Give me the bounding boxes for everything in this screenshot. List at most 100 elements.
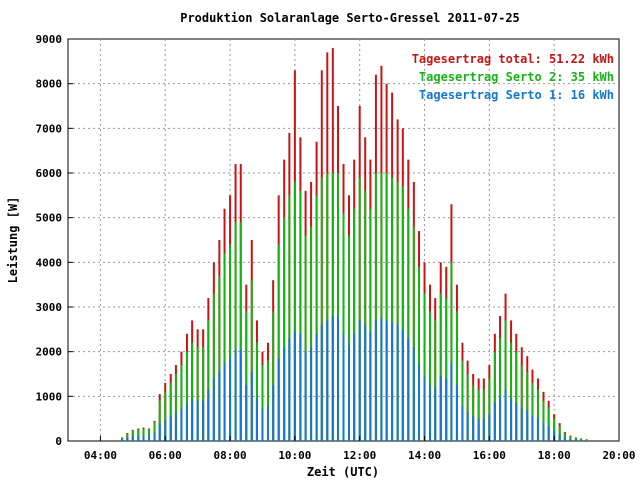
bar (207, 320, 210, 441)
bar (126, 437, 129, 441)
bar (574, 437, 577, 441)
bar (445, 378, 448, 441)
bar (531, 382, 534, 441)
bar (148, 436, 151, 441)
bar (212, 378, 215, 441)
bar (542, 400, 545, 441)
x-tick-label: 16:00 (473, 449, 506, 462)
legend: Tagesertrag total: 51.22 kWh Tagesertrag … (412, 52, 614, 102)
bar (310, 226, 313, 441)
bar (169, 416, 172, 441)
bar (153, 432, 156, 441)
bar (131, 436, 134, 441)
bar (504, 320, 507, 441)
bar (223, 253, 226, 441)
x-tick-label: 14:00 (408, 449, 441, 462)
bar (283, 217, 286, 441)
bar (202, 347, 205, 441)
bar (547, 426, 550, 441)
x-tick-label: 18:00 (538, 449, 571, 462)
bar (401, 186, 404, 441)
bar (520, 407, 523, 441)
bar (434, 387, 437, 441)
bar (320, 324, 323, 441)
bar (536, 389, 539, 441)
bar (320, 177, 323, 441)
bar (137, 436, 140, 441)
bar (196, 400, 199, 441)
x-tick-label: 20:00 (602, 449, 635, 462)
bar (180, 365, 183, 441)
bar (380, 318, 383, 441)
bar (142, 428, 145, 441)
bar (412, 347, 415, 441)
bar (418, 266, 421, 441)
bar (439, 376, 442, 441)
bar (380, 173, 383, 441)
bar (493, 403, 496, 441)
bar (585, 440, 588, 441)
bar (299, 190, 302, 441)
bar (520, 365, 523, 441)
bar (364, 324, 367, 441)
y-tick-label: 8000 (36, 78, 63, 91)
bar (504, 389, 507, 441)
bar (401, 329, 404, 441)
bar (445, 298, 448, 441)
x-axis: 04:00 06:00 08:00 10:00 12:00 14:00 16:00 18:00… (84, 436, 636, 462)
bar (391, 322, 394, 441)
bar (396, 324, 399, 441)
bar (245, 385, 248, 441)
y-tick-label: 4000 (36, 256, 63, 269)
bar (174, 374, 177, 441)
bar (331, 173, 334, 441)
bar (202, 400, 205, 441)
bar (164, 420, 167, 441)
bar (234, 222, 237, 441)
bar (164, 391, 167, 441)
bar (423, 293, 426, 441)
bar (255, 342, 258, 441)
bar (412, 226, 415, 441)
bar (336, 173, 339, 441)
bar (272, 385, 275, 441)
bar (121, 437, 124, 441)
bar (266, 406, 269, 441)
bar (245, 311, 248, 441)
bar (510, 342, 513, 441)
bar (169, 382, 172, 441)
bar (482, 389, 485, 441)
bar (331, 315, 334, 441)
bar (353, 333, 356, 441)
bar (326, 173, 329, 441)
bar (461, 360, 464, 441)
bar (353, 208, 356, 441)
bar (515, 351, 518, 441)
bar (429, 385, 432, 441)
legend-entry: Tagesertrag Serto 1: 16 kWh (419, 88, 614, 102)
bar (488, 378, 491, 441)
y-tick-label: 2000 (36, 346, 63, 359)
bar (288, 338, 291, 441)
bar (477, 418, 480, 441)
bar (439, 293, 442, 441)
bar (239, 222, 242, 441)
bar (510, 398, 513, 441)
bar (563, 437, 566, 441)
bar (261, 408, 264, 441)
bar (482, 418, 485, 441)
bar (461, 405, 464, 441)
bar (310, 347, 313, 441)
chart-title: Produktion Solaranlage Serto-Gressel 201… (180, 11, 520, 25)
bar (407, 208, 410, 441)
y-axis-label: Leistung [W] (6, 197, 20, 284)
bar (526, 371, 529, 441)
bar (342, 333, 345, 441)
bar (374, 320, 377, 441)
bar (450, 362, 453, 441)
bar (212, 293, 215, 441)
bar (299, 333, 302, 441)
y-tick-label: 5000 (36, 212, 63, 225)
bar (574, 439, 577, 441)
bar (558, 426, 561, 441)
